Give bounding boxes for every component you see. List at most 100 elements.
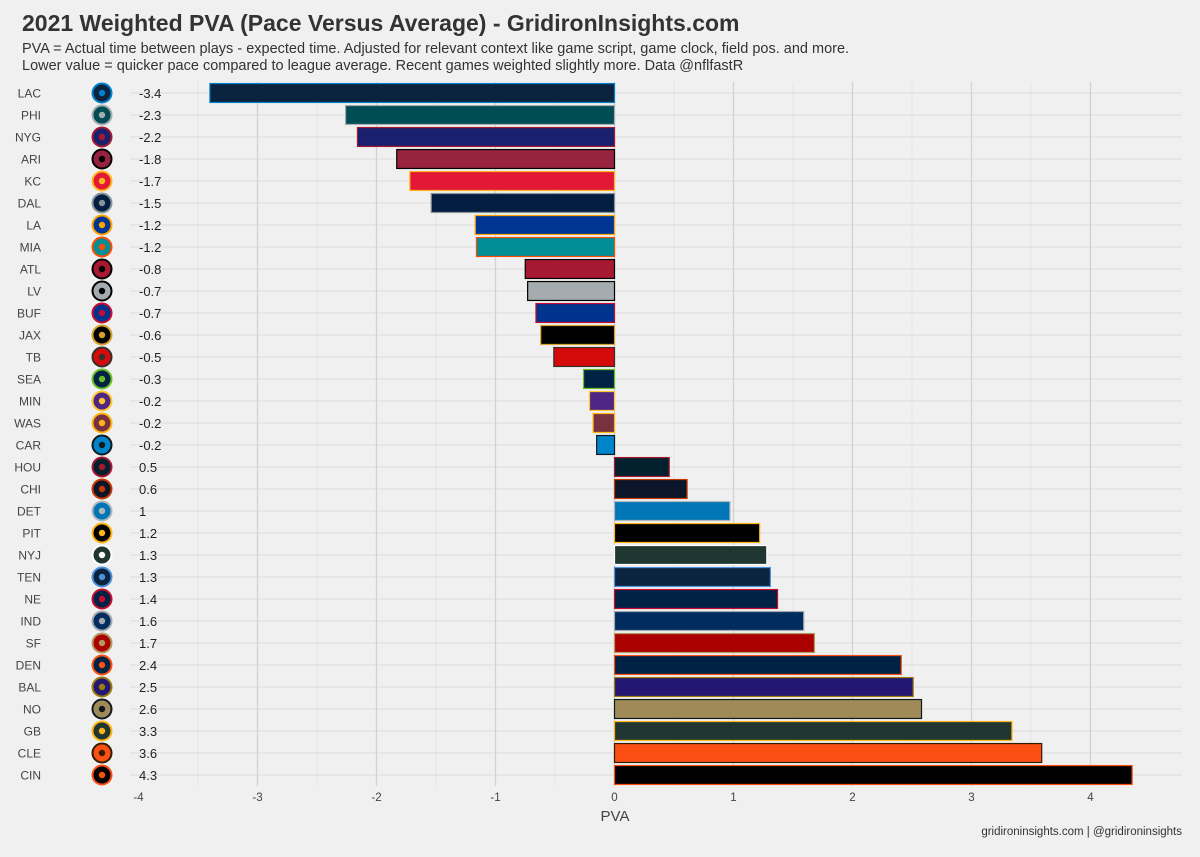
value-label-car: -0.2 xyxy=(139,438,161,453)
logo-dot xyxy=(98,441,106,449)
y-label-gb: GB xyxy=(24,725,41,739)
value-label-sea: -0.3 xyxy=(139,372,161,387)
value-label-phi: -2.3 xyxy=(139,108,161,123)
value-label-det: 1 xyxy=(139,504,146,519)
team-logo-lv-icon xyxy=(91,280,113,302)
team-logo-sea-icon xyxy=(91,368,113,390)
x-tick-label: -1 xyxy=(490,792,500,804)
chart-subtitle-line1: PVA = Actual time between plays - expect… xyxy=(22,41,850,57)
team-logo-ari-icon xyxy=(91,148,113,170)
y-label-sf: SF xyxy=(26,637,41,651)
value-label-den: 2.4 xyxy=(139,658,157,673)
logo-dot xyxy=(98,463,106,471)
x-axis-ticks: -4 -3 -2 -1 0 1 2 3 4 xyxy=(133,792,1094,804)
team-logo-cin-icon xyxy=(91,764,113,786)
value-label-no: 2.6 xyxy=(139,702,157,717)
value-label-cle: 3.6 xyxy=(139,746,157,761)
bar-hou xyxy=(613,456,670,478)
team-logo-gb-icon xyxy=(91,720,113,742)
team-logo-buf-icon xyxy=(91,302,113,324)
x-tick-label: 2 xyxy=(849,792,855,804)
y-label-ari: ARI xyxy=(21,153,41,167)
bars-group xyxy=(209,82,1133,786)
value-label-atl: -0.8 xyxy=(139,262,161,277)
bar-lv xyxy=(527,280,616,302)
logo-dot xyxy=(98,199,106,207)
bar-nyg xyxy=(356,126,616,148)
bar-den xyxy=(613,654,902,676)
value-label-tb: -0.5 xyxy=(139,350,161,365)
value-label-pit: 1.2 xyxy=(139,526,157,541)
y-label-atl: ATL xyxy=(20,263,41,277)
bar-bal xyxy=(613,676,914,698)
y-label-la: LA xyxy=(26,219,41,233)
bar-jax xyxy=(540,324,616,346)
x-tick-label: -2 xyxy=(371,792,381,804)
bar-car xyxy=(596,434,616,456)
team-logo-bal-icon xyxy=(91,676,113,698)
bar-atl xyxy=(524,258,616,280)
bar-nyj xyxy=(613,544,768,566)
y-label-den: DEN xyxy=(16,659,41,673)
value-label-min: -0.2 xyxy=(139,394,161,409)
value-label-kc: -1.7 xyxy=(139,174,161,189)
bar-no xyxy=(613,698,923,720)
logo-dot xyxy=(98,551,106,559)
logo-dot xyxy=(98,155,106,163)
team-logo-mia-icon xyxy=(91,236,113,258)
bar-min xyxy=(588,390,616,412)
logo-dot xyxy=(98,243,106,251)
logo-dot xyxy=(98,727,106,735)
bar-sf xyxy=(613,632,816,654)
bar-ind xyxy=(613,610,805,632)
bar-mia xyxy=(475,236,616,258)
logo-dot xyxy=(98,331,106,339)
y-label-ne: NE xyxy=(24,593,41,607)
team-logo-lac-icon xyxy=(91,82,113,104)
value-label-gb: 3.3 xyxy=(139,724,157,739)
team-logo-no-icon xyxy=(91,698,113,720)
team-logo-nyj-icon xyxy=(91,544,113,566)
y-label-tb: TB xyxy=(26,351,41,365)
team-logo-hou-icon xyxy=(91,456,113,478)
logo-dot xyxy=(98,529,106,537)
team-logo-was-icon xyxy=(91,412,113,434)
logo-dot xyxy=(98,309,106,317)
y-label-lv: LV xyxy=(27,285,41,299)
y-label-was: WAS xyxy=(14,417,41,431)
team-logo-kc-icon xyxy=(91,170,113,192)
bar-was xyxy=(592,412,616,434)
y-label-buf: BUF xyxy=(17,307,41,321)
y-label-det: DET xyxy=(17,505,42,519)
y-label-chi: CHI xyxy=(20,483,41,497)
value-label-chi: 0.6 xyxy=(139,482,157,497)
logo-dot xyxy=(98,133,106,141)
y-axis-labels: LAC PHI NYG ARI KC DAL LA MIA ATL LV BUF JAX TB SEA MI… xyxy=(14,87,42,783)
logo-dot xyxy=(98,617,106,625)
value-label-lac: -3.4 xyxy=(139,86,161,101)
logo-dot xyxy=(98,375,106,383)
value-label-dal: -1.5 xyxy=(139,196,161,211)
value-label-lv: -0.7 xyxy=(139,284,161,299)
y-label-phi: PHI xyxy=(21,109,41,123)
value-label-was: -0.2 xyxy=(139,416,161,431)
value-label-nyg: -2.2 xyxy=(139,130,161,145)
logo-dot xyxy=(98,221,106,229)
logo-dot xyxy=(98,771,106,779)
y-label-dal: DAL xyxy=(18,197,42,211)
chart-subtitle-line2: Lower value = quicker pace compared to l… xyxy=(22,58,744,74)
y-label-sea: SEA xyxy=(17,373,41,387)
x-axis-label: PVA xyxy=(601,808,630,825)
y-label-mia: MIA xyxy=(20,241,41,255)
value-label-cin: 4.3 xyxy=(139,768,157,783)
bar-ne xyxy=(613,588,779,610)
bar-kc xyxy=(409,170,616,192)
bar-buf xyxy=(535,302,616,324)
team-logo-car-icon xyxy=(91,434,113,456)
team-logo-tb-icon xyxy=(91,346,113,368)
value-label-nyj: 1.3 xyxy=(139,548,157,563)
value-labels: -3.4 -2.3 -2.2 -1.8 -1.7 -1.5 -1.2 -1.2 -0.8 -0.7… xyxy=(139,86,161,783)
bar-cle xyxy=(613,742,1043,764)
team-logo-jax-icon xyxy=(91,324,113,346)
